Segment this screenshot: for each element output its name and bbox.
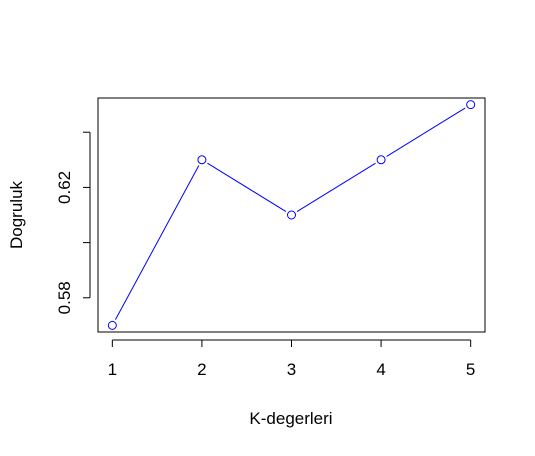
- data-point: [197, 155, 207, 165]
- x-tick-label: 2: [197, 360, 206, 379]
- plot-frame: [97, 97, 486, 333]
- x-tick-label: 3: [287, 360, 296, 379]
- x-axis: 1 2 3 4 5: [108, 339, 475, 379]
- x-tick-label: 1: [108, 360, 117, 379]
- x-tick-label: 4: [376, 360, 385, 379]
- series-segment: [207, 162, 287, 213]
- x-tick-label: 5: [466, 360, 475, 379]
- y-axis-label: Dogruluk: [7, 180, 26, 249]
- data-point: [376, 155, 386, 165]
- data-point: [466, 100, 476, 110]
- series-line: [107, 100, 476, 330]
- series-segment: [296, 162, 376, 213]
- y-tick-label: 0.58: [55, 281, 74, 314]
- x-axis-label: K-degerleri: [249, 409, 332, 428]
- series-segment: [386, 107, 466, 157]
- y-axis: 0.58 0.62: [55, 131, 91, 314]
- series-segment: [114, 165, 200, 320]
- data-point: [287, 210, 296, 220]
- y-tick-label: 0.62: [55, 171, 74, 204]
- data-point: [107, 320, 117, 330]
